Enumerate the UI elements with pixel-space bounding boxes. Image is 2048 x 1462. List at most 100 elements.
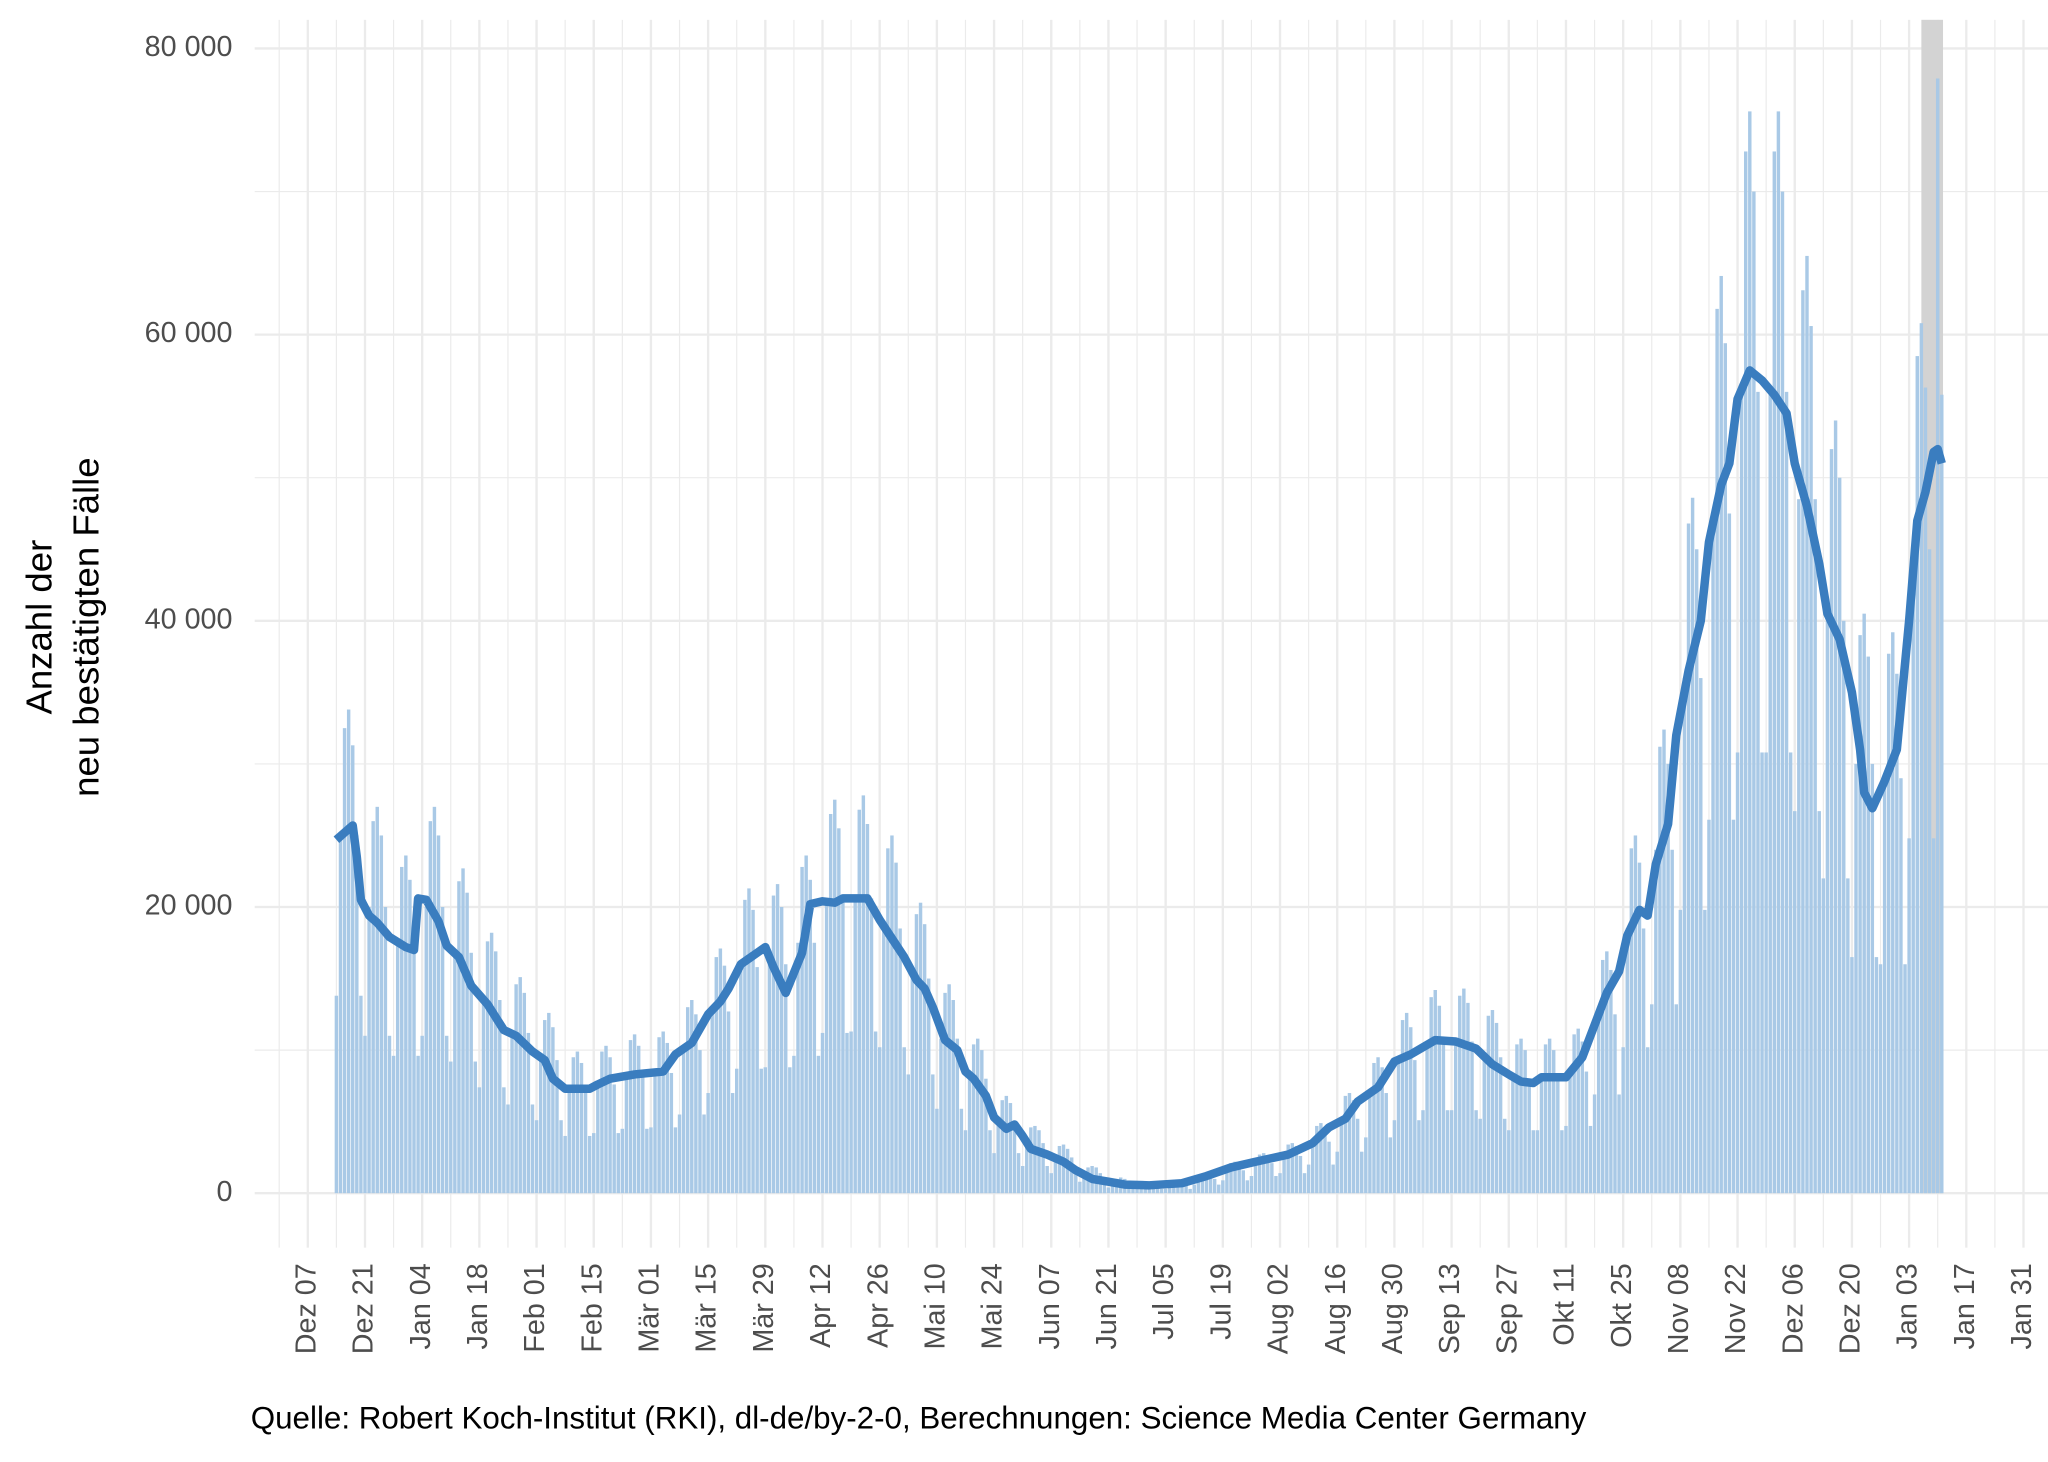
bar [1355, 1118, 1360, 1194]
bar [383, 907, 388, 1194]
bar [359, 995, 363, 1194]
bar [1650, 1004, 1654, 1194]
bar [1793, 811, 1797, 1194]
bar [898, 928, 902, 1194]
bar [1421, 1110, 1425, 1194]
bar [841, 901, 845, 1194]
bar [1780, 191, 1785, 1194]
bar [1576, 1028, 1580, 1194]
x-tick-label: Jan 04 [405, 1263, 437, 1349]
bar [984, 1078, 988, 1194]
bar [882, 928, 886, 1194]
bar [792, 1055, 796, 1194]
bar [1748, 111, 1752, 1194]
bar [943, 992, 947, 1194]
bar [959, 1108, 964, 1194]
bar [1829, 449, 1834, 1194]
bar [1364, 1137, 1368, 1194]
bar [1507, 1130, 1511, 1194]
bar [1388, 1137, 1393, 1194]
bar [1025, 1143, 1029, 1194]
bar [1731, 819, 1736, 1194]
bar [1045, 1166, 1049, 1194]
bar [743, 899, 747, 1194]
x-tick-label: Dez 06 [1777, 1263, 1809, 1354]
bar [685, 1007, 690, 1194]
bar [1041, 1143, 1045, 1194]
bar [1498, 1057, 1503, 1194]
bar [600, 1051, 604, 1194]
bar [579, 1062, 584, 1194]
bar [1846, 878, 1850, 1194]
bar [420, 1035, 424, 1194]
bar [739, 967, 743, 1194]
bar [935, 1108, 939, 1194]
bar [1760, 752, 1764, 1194]
x-tick-label: Aug 02 [1263, 1263, 1295, 1354]
bar [857, 809, 861, 1194]
bar [1637, 862, 1642, 1194]
bar [1911, 549, 1915, 1194]
bar [1449, 1110, 1454, 1194]
bar [1400, 1020, 1405, 1194]
x-tick-label: Feb 01 [519, 1263, 551, 1352]
bar [522, 992, 527, 1194]
bar [971, 1044, 976, 1194]
bar [628, 1040, 633, 1194]
bar [1192, 1184, 1196, 1194]
bar [1715, 308, 1719, 1194]
bar [800, 866, 804, 1194]
bar [1850, 957, 1854, 1194]
bar [1302, 1173, 1307, 1194]
bar [355, 835, 359, 1194]
bar [902, 1047, 906, 1194]
bar [1270, 1163, 1274, 1194]
bar [1682, 678, 1687, 1194]
bar [612, 1084, 616, 1194]
bar [1331, 1164, 1335, 1194]
bar [1380, 1067, 1384, 1194]
bar [1617, 1094, 1621, 1194]
bar [412, 942, 416, 1194]
bar [1462, 988, 1466, 1194]
bar [804, 855, 808, 1194]
bar [1539, 1078, 1544, 1194]
bar [1535, 1130, 1540, 1194]
bar [1074, 1173, 1078, 1194]
bar [416, 1055, 420, 1194]
bar [1065, 1148, 1070, 1194]
bar [877, 1047, 882, 1194]
bar [567, 1088, 571, 1194]
bar [1221, 1180, 1225, 1194]
bar [1588, 1125, 1593, 1194]
bar [363, 1035, 367, 1194]
bar [690, 1000, 694, 1194]
bar [828, 813, 833, 1194]
bar [1788, 752, 1793, 1194]
bar [367, 907, 371, 1194]
bar [1106, 1187, 1111, 1194]
bar [1163, 1188, 1168, 1194]
bar [706, 1093, 710, 1194]
bar [922, 924, 927, 1194]
bar [1678, 909, 1683, 1194]
bar [1294, 1145, 1299, 1194]
bar [649, 1127, 653, 1194]
bar [694, 1014, 698, 1194]
x-tick-label: Aug 16 [1320, 1263, 1352, 1354]
bar [1837, 477, 1842, 1194]
bar [1049, 1173, 1053, 1194]
bar [477, 1087, 482, 1194]
bar [436, 835, 441, 1194]
bar [1437, 1005, 1442, 1194]
bar [1882, 778, 1887, 1194]
bar [1641, 928, 1646, 1194]
y-tick-label: 40 000 [145, 603, 233, 635]
bar [1568, 1071, 1572, 1194]
y-axis-title: neu bestätigten Fälle [65, 457, 106, 796]
bar [1135, 1188, 1139, 1194]
bar [1609, 969, 1613, 1194]
bar [1159, 1188, 1164, 1194]
bar [1253, 1163, 1258, 1194]
